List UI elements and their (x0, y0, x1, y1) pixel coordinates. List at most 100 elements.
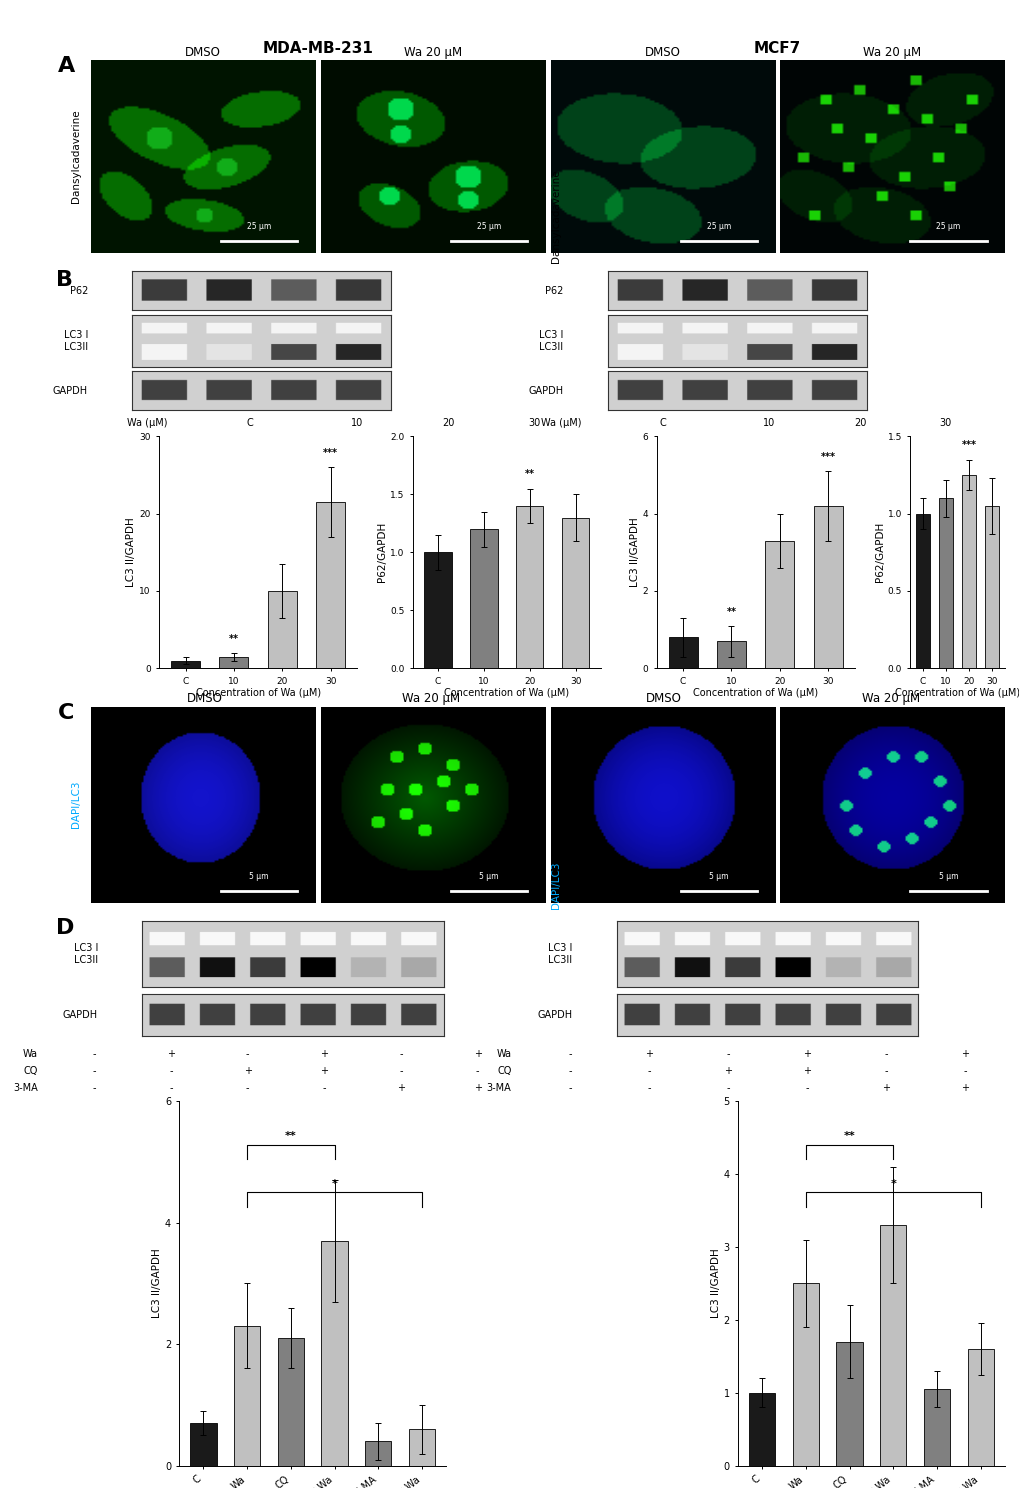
Text: ***: *** (961, 440, 975, 451)
Text: **: ** (228, 634, 238, 644)
Text: +: + (473, 1049, 481, 1059)
Text: D: D (56, 918, 74, 937)
Text: +: + (244, 1065, 252, 1076)
Text: +: + (644, 1049, 652, 1059)
X-axis label: Concentration of Wa (μM): Concentration of Wa (μM) (196, 689, 320, 698)
Text: B: B (56, 269, 73, 290)
Text: -: - (93, 1049, 96, 1059)
Text: +: + (396, 1083, 405, 1094)
Bar (561, 518, 589, 668)
Text: C: C (246, 418, 253, 429)
Bar (915, 513, 929, 668)
Bar (668, 637, 697, 668)
Text: 5 μm: 5 μm (708, 872, 728, 881)
Y-axis label: GAPDH: GAPDH (53, 385, 88, 396)
Text: -: - (647, 1083, 650, 1094)
Bar (938, 498, 952, 668)
Text: +: + (881, 1083, 890, 1094)
Text: 5 μm: 5 μm (937, 872, 958, 881)
Title: Wa 20 μM: Wa 20 μM (404, 46, 462, 60)
Text: DMSO: DMSO (645, 692, 682, 705)
Bar (516, 506, 543, 668)
Text: 20: 20 (853, 418, 865, 429)
Bar (716, 641, 745, 668)
Text: DAPI/LC3: DAPI/LC3 (550, 862, 560, 909)
Bar (813, 506, 842, 668)
Text: 30: 30 (938, 418, 951, 429)
Text: 10: 10 (351, 418, 363, 429)
Text: -: - (883, 1065, 887, 1076)
Y-axis label: P62: P62 (544, 286, 562, 296)
Text: +: + (960, 1049, 968, 1059)
Y-axis label: GAPDH: GAPDH (537, 1010, 572, 1019)
Title: DMSO: DMSO (644, 46, 680, 60)
Text: DMSO: DMSO (186, 692, 222, 705)
Text: -: - (93, 1083, 96, 1094)
Y-axis label: LC3 II/GAPDH: LC3 II/GAPDH (126, 518, 137, 588)
Text: -: - (169, 1083, 172, 1094)
Text: DAPI/LC3: DAPI/LC3 (70, 781, 81, 829)
Bar (316, 501, 344, 668)
Text: ***: *** (323, 448, 337, 458)
Y-axis label: LC3 I
LC3II: LC3 I LC3II (538, 330, 562, 351)
Text: -: - (726, 1049, 730, 1059)
Text: 5 μm: 5 μm (249, 872, 269, 881)
Text: MDA-MB-231: MDA-MB-231 (262, 40, 373, 55)
Bar (764, 540, 794, 668)
Text: -: - (568, 1065, 572, 1076)
Text: MCF7: MCF7 (753, 40, 801, 55)
Bar (277, 1338, 304, 1466)
Y-axis label: LC3 I
LC3II: LC3 I LC3II (63, 330, 88, 351)
Text: -: - (93, 1065, 96, 1076)
Bar (961, 475, 975, 668)
Y-axis label: P62/GAPDH: P62/GAPDH (377, 522, 387, 582)
Text: CQ: CQ (496, 1065, 512, 1076)
Text: 25 μm: 25 μm (935, 223, 960, 232)
Bar (792, 1283, 818, 1466)
Text: -: - (805, 1083, 808, 1094)
Bar (748, 1393, 774, 1466)
X-axis label: Concentration of Wa (μM): Concentration of Wa (μM) (894, 689, 1019, 698)
Text: 20: 20 (441, 418, 453, 429)
Text: +: + (473, 1083, 481, 1094)
Bar (879, 1225, 906, 1466)
Bar (424, 552, 451, 668)
Text: **: ** (284, 1131, 297, 1141)
Text: -: - (726, 1083, 730, 1094)
Text: -: - (883, 1049, 887, 1059)
Text: 25 μm: 25 μm (476, 223, 500, 232)
Bar (321, 1241, 347, 1466)
Text: 3-MA: 3-MA (486, 1083, 512, 1094)
Text: C: C (658, 418, 665, 429)
Text: -: - (169, 1065, 172, 1076)
Bar (967, 1350, 993, 1466)
Title: Wa 20 μM: Wa 20 μM (863, 46, 921, 60)
Text: -: - (568, 1049, 572, 1059)
Text: **: ** (843, 1131, 855, 1141)
Text: A: A (57, 57, 74, 76)
Text: Dansylcadaverine: Dansylcadaverine (70, 110, 81, 204)
Y-axis label: P62: P62 (69, 286, 88, 296)
Text: +: + (960, 1083, 968, 1094)
Text: -: - (963, 1065, 966, 1076)
Bar (219, 656, 249, 668)
Bar (171, 661, 200, 668)
Bar (191, 1423, 216, 1466)
Text: 25 μm: 25 μm (706, 223, 731, 232)
Text: +: + (802, 1049, 810, 1059)
Text: -: - (568, 1083, 572, 1094)
Text: Wa 20 μM: Wa 20 μM (861, 692, 919, 705)
Y-axis label: LC3 II/GAPDH: LC3 II/GAPDH (152, 1248, 162, 1318)
Text: -: - (322, 1083, 326, 1094)
Bar (923, 1390, 949, 1466)
X-axis label: Concentration of Wa (μM): Concentration of Wa (μM) (692, 689, 817, 698)
Text: Wa (μM): Wa (μM) (127, 418, 167, 429)
Bar (409, 1428, 435, 1466)
Text: -: - (246, 1083, 250, 1094)
Bar (470, 530, 497, 668)
Text: CQ: CQ (23, 1065, 38, 1076)
Text: Dansylcadaverine: Dansylcadaverine (550, 170, 560, 262)
Text: ***: *** (819, 452, 835, 461)
Y-axis label: LC3 I
LC3II: LC3 I LC3II (547, 943, 572, 966)
X-axis label: Concentration of Wa (μM): Concentration of Wa (μM) (444, 689, 569, 698)
